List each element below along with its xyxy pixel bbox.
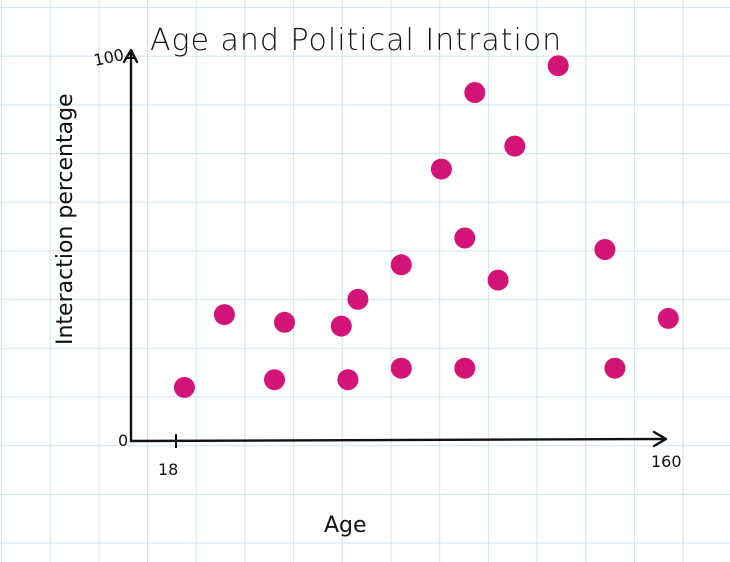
- data-points: [173, 55, 679, 398]
- data-point-16: [547, 55, 569, 77]
- x-axis-label: Age: [324, 513, 367, 538]
- y-axis-label: Interaction percentage: [53, 93, 78, 345]
- data-point-18: [604, 357, 626, 379]
- data-point-7: [347, 288, 369, 310]
- data-point-11: [454, 227, 476, 249]
- data-point-3: [264, 369, 285, 391]
- data-point-17: [594, 239, 616, 260]
- data-point-5: [330, 315, 352, 337]
- data-point-19: [657, 307, 679, 329]
- x-axis-arrow: [652, 430, 668, 448]
- data-point-15: [504, 135, 526, 157]
- x-tick-label-160: 160: [651, 452, 682, 471]
- origin-label: 0: [118, 431, 128, 450]
- x-tick-label-18: 18: [158, 460, 178, 479]
- data-point-1: [173, 376, 195, 398]
- chart-title: Age and Political Intration: [150, 23, 562, 58]
- data-point-10: [430, 158, 452, 180]
- data-point-12: [454, 357, 476, 379]
- data-point-9: [390, 254, 412, 276]
- data-point-8: [390, 357, 412, 379]
- data-point-4: [274, 311, 295, 333]
- data-point-13: [464, 82, 486, 103]
- axes: [122, 48, 668, 448]
- data-point-2: [213, 304, 235, 326]
- data-point-6: [337, 369, 359, 391]
- y-tick-label-100: 100: [92, 45, 126, 70]
- x-axis-line: [129, 437, 667, 443]
- data-point-14: [487, 269, 509, 291]
